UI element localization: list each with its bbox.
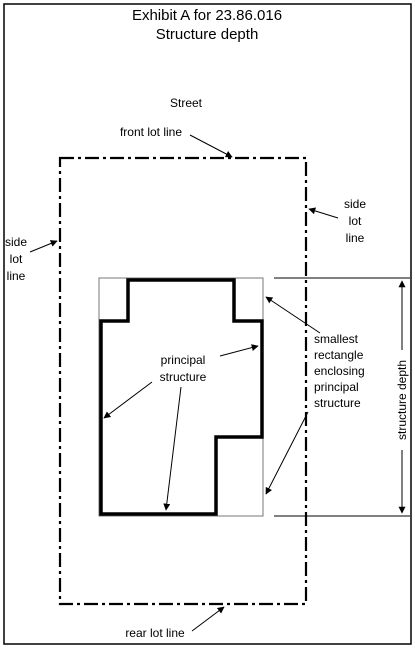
lot-boundary bbox=[58, 156, 308, 606]
structure-depth-label-background bbox=[394, 350, 410, 450]
smallest-rectangle-label-3: enclosing bbox=[314, 364, 365, 378]
principal-structure-label-1: principal bbox=[161, 353, 206, 367]
side-lot-line-left-label-3: line bbox=[7, 269, 26, 283]
side-lot-line-right-label-2: lot bbox=[349, 214, 362, 228]
structure-depth-label: structure depth bbox=[395, 360, 409, 440]
smallest-rectangle-label-5: structure bbox=[314, 396, 361, 410]
principal-structure-arrow-left bbox=[103, 381, 153, 419]
principal-structure-arrow-down bbox=[163, 386, 182, 511]
rear-lot-line-arrow bbox=[191, 606, 225, 632]
title-line-2: Structure depth bbox=[156, 26, 259, 43]
side-lot-line-right-label-1: side bbox=[344, 197, 366, 211]
side-lot-line-right-label-3: line bbox=[346, 231, 365, 245]
front-lot-line-arrow bbox=[189, 134, 233, 158]
smallest-rectangle-label-1: smallest bbox=[314, 332, 359, 346]
principal-structure bbox=[99, 278, 264, 516]
smallest-rectangle-label-2: rectangle bbox=[314, 348, 364, 362]
side-lot-line-left-arrow bbox=[29, 240, 58, 253]
side-lot-line-left-label-1: side bbox=[5, 235, 27, 249]
principal-structure-label-2: structure bbox=[160, 370, 207, 384]
principal-structure-arrow-right bbox=[219, 344, 259, 357]
smallest-rectangle-label-4: principal bbox=[314, 380, 359, 394]
enclosing-rectangle bbox=[98, 277, 264, 517]
smallest-rectangle-arrow-up bbox=[265, 296, 321, 334]
title-line-1: Exhibit A for 23.86.016 bbox=[132, 7, 282, 24]
side-lot-line-left-label-2: lot bbox=[10, 252, 23, 266]
rear-lot-line-label: rear lot line bbox=[125, 626, 185, 640]
side-lot-line-right-arrow bbox=[308, 207, 339, 219]
front-lot-line-label: front lot line bbox=[120, 125, 182, 139]
street-label: Street bbox=[170, 96, 203, 110]
smallest-rectangle-arrow-down bbox=[265, 411, 309, 495]
page-border bbox=[3, 3, 412, 645]
